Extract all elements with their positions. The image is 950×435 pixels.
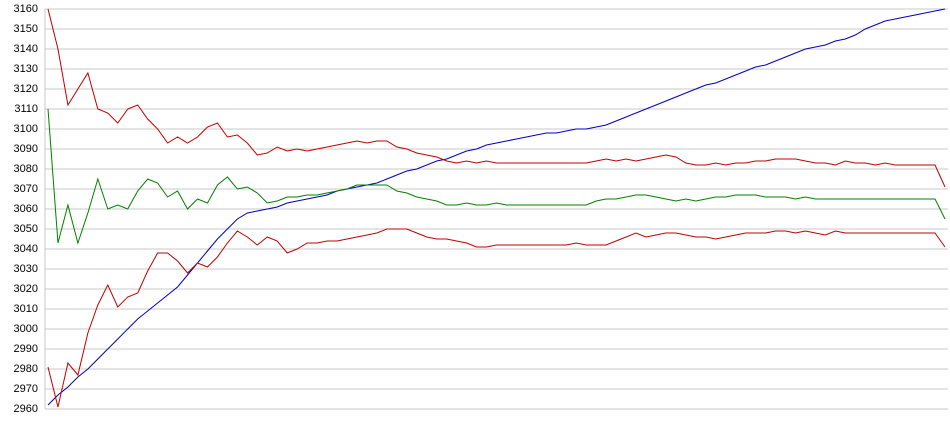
y-tick-label: 3100 (14, 123, 38, 135)
series-line (47, 228, 946, 408)
y-tick-label: 3160 (14, 3, 38, 15)
y-tick-label: 3020 (14, 283, 38, 295)
y-tick-label: 2990 (14, 343, 38, 355)
y-tick-label: 2960 (14, 403, 38, 415)
series-line (47, 8, 946, 188)
y-tick-label: 3110 (14, 103, 38, 115)
y-tick-label: 2980 (14, 363, 38, 375)
y-tick-label: 3090 (14, 143, 38, 155)
series-line (47, 108, 946, 245)
y-tick-label: 3050 (14, 223, 38, 235)
y-tick-label: 3130 (14, 63, 38, 75)
y-tick-label: 3010 (14, 303, 38, 315)
y-tick-label: 3040 (14, 243, 38, 255)
y-tick-label: 3150 (14, 23, 38, 35)
y-tick-label: 3080 (14, 163, 38, 175)
y-tick-label: 2970 (14, 383, 38, 395)
y-tick-label: 3120 (14, 83, 38, 95)
y-tick-label: 3140 (14, 43, 38, 55)
series-line (47, 8, 946, 406)
y-tick-label: 3030 (14, 263, 38, 275)
y-tick-label: 3000 (14, 323, 38, 335)
y-tick-label: 3060 (14, 203, 38, 215)
y-tick-label: 3070 (14, 183, 38, 195)
